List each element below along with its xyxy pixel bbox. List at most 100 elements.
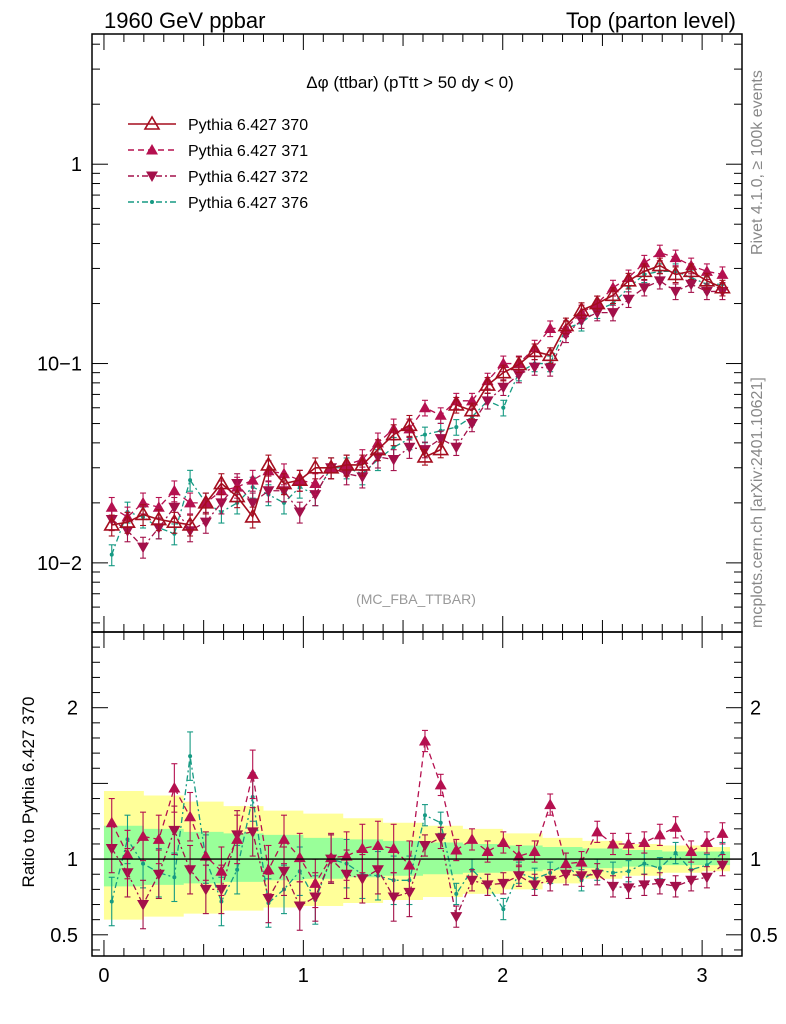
data-point [454,425,459,430]
series-line [111,264,723,526]
data-point [262,486,275,497]
legend-entry: Pythia 6.427 371 [128,143,308,160]
data-point [669,286,682,298]
data-point [197,494,215,509]
ratio-point [559,857,572,869]
ratio-point [371,839,384,850]
ratio-point [356,842,369,854]
data-point [165,513,183,528]
data-point [497,382,510,394]
ratio-point [137,900,150,911]
legend-label: Pythia 6.427 370 [188,117,308,134]
data-point [669,251,682,263]
data-point [418,401,431,413]
ratio-point [387,892,400,903]
ratio-point [544,875,557,887]
legend-entry: Pythia 6.427 376 [128,195,308,212]
ratio-point [137,830,150,841]
data-point [434,409,447,420]
ratio-point [403,859,416,870]
data-point [544,322,557,333]
legend-label: Pythia 6.427 371 [188,143,308,160]
ratio-y-tick-label: 0.5 [50,925,78,947]
data-point [291,471,309,486]
legend-entry: Pythia 6.427 372 [128,169,308,186]
ratio-point [278,866,291,878]
ratio-point [512,850,525,861]
ratio-point [610,870,615,875]
ratio-point [371,865,384,876]
ratio-y-tick-label-right: 2 [750,698,761,720]
ratio-point [184,810,197,822]
data-point [466,419,479,430]
ratio-point [606,837,619,849]
data-point [228,488,246,503]
ratio-point [559,869,572,881]
data-point [591,308,604,319]
data-point [541,346,559,362]
ratio-line [111,740,723,885]
x-tick-label: 0 [98,965,109,987]
data-point [714,279,731,294]
data-point [682,262,700,278]
ratio-uncertainty-bands [103,790,731,920]
y-tick-label: 1 [71,154,82,176]
legend: Pythia 6.427 370 Pythia 6.427 371 Pythia 6… [128,115,308,212]
data-point [604,286,622,302]
data-point [150,510,168,526]
ratio-point [669,821,682,832]
ratio-point [575,856,588,867]
data-point [168,484,181,496]
ratio-y-tick-label: 2 [67,698,78,720]
ratio-point [544,798,557,810]
data-point [447,396,465,411]
ratio-point [685,875,698,887]
data-point [526,342,544,358]
legend-marker [143,115,161,130]
data-point [432,441,450,456]
header-energy-label: 1960 GeV ppbar [104,8,265,33]
ratio-point [231,833,244,844]
data-point [403,442,416,454]
inner-band [103,825,731,887]
x-tick-label: 3 [697,965,708,987]
ratio-point [438,820,443,825]
ratio-point [700,836,713,847]
data-point [450,442,463,454]
ratio-point [278,833,291,844]
data-point [685,279,698,291]
data-point [213,474,230,490]
ratio-point [199,850,212,861]
data-point [501,405,506,410]
data-point [700,286,713,298]
ratio-point [606,881,619,893]
ratio-point [466,833,479,844]
ratio-point [638,836,651,847]
data-point [573,301,590,317]
data-point [215,498,228,509]
data-point [188,478,193,483]
ratio-y-tick-label-right: 0.5 [750,925,778,947]
data-point [244,508,262,523]
ratio-point [188,754,193,759]
data-point [109,552,114,557]
ratio-series-layer [105,729,729,931]
data-point [306,459,324,474]
ratio-point [356,874,369,885]
data-point [137,542,150,554]
data-point [528,362,541,374]
ratio-axes: 0.5 0.5 1 1 2 2 0 1 2 3 [50,631,778,987]
ratio-point [434,833,447,844]
ratio-point [309,877,322,888]
data-point [246,498,259,509]
ratio-point [716,827,729,838]
ratio-point [246,827,259,838]
data-point [638,256,651,268]
ratio-point [454,891,459,896]
ratio-point [481,880,494,891]
x-tick-label: 2 [497,965,508,987]
data-point [653,246,666,258]
data-point [353,456,371,471]
data-point [309,477,322,489]
y-tick-label: 10−1 [37,354,82,376]
